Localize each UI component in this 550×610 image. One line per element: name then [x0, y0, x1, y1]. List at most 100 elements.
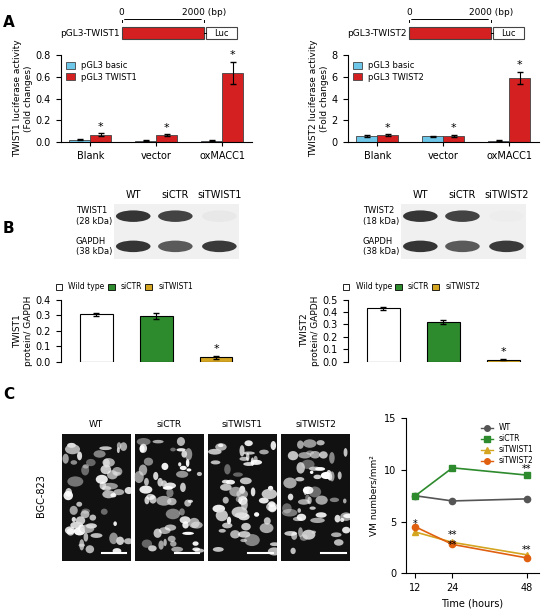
Bar [206, 27, 236, 40]
Ellipse shape [156, 496, 172, 506]
Ellipse shape [238, 513, 250, 520]
Text: *: * [230, 50, 235, 60]
Ellipse shape [314, 475, 321, 479]
Ellipse shape [202, 210, 236, 222]
Ellipse shape [86, 545, 94, 553]
Ellipse shape [288, 493, 293, 500]
Text: A: A [3, 15, 14, 30]
Ellipse shape [137, 438, 151, 445]
Ellipse shape [153, 472, 158, 480]
Ellipse shape [489, 240, 524, 252]
Ellipse shape [236, 490, 248, 499]
Ellipse shape [102, 483, 118, 489]
Ellipse shape [192, 541, 199, 546]
Text: Luc: Luc [214, 29, 229, 38]
Ellipse shape [334, 515, 340, 522]
Ellipse shape [233, 472, 243, 477]
Ellipse shape [243, 462, 255, 466]
Ellipse shape [113, 472, 120, 475]
Ellipse shape [340, 512, 352, 521]
Bar [356, 136, 377, 142]
WT [412, 492, 419, 500]
Y-axis label: TWIST2
protein/ GAPDH: TWIST2 protein/ GAPDH [300, 295, 320, 366]
Text: GAPDH
(38 kDa): GAPDH (38 kDa) [363, 237, 399, 256]
Text: WT: WT [125, 190, 141, 200]
Ellipse shape [305, 494, 310, 502]
Ellipse shape [171, 547, 183, 552]
Bar [90, 135, 112, 142]
Ellipse shape [310, 506, 316, 510]
Ellipse shape [77, 451, 82, 461]
Ellipse shape [194, 548, 204, 553]
siTWIST2 [412, 523, 419, 531]
Ellipse shape [111, 493, 117, 497]
Ellipse shape [168, 536, 175, 542]
Ellipse shape [120, 442, 127, 451]
Ellipse shape [176, 471, 188, 478]
Ellipse shape [260, 523, 273, 533]
Bar [443, 136, 464, 142]
Ellipse shape [239, 445, 245, 456]
Ellipse shape [116, 210, 151, 222]
Ellipse shape [91, 533, 102, 538]
Ellipse shape [298, 508, 301, 513]
Bar [427, 322, 460, 362]
Line: siCTR: siCTR [412, 465, 530, 499]
Ellipse shape [182, 450, 187, 458]
Ellipse shape [185, 448, 192, 461]
Ellipse shape [103, 459, 110, 468]
siTWIST2 [449, 540, 456, 548]
Ellipse shape [167, 498, 177, 505]
Ellipse shape [170, 541, 177, 547]
Ellipse shape [251, 487, 255, 497]
Ellipse shape [117, 442, 122, 450]
Ellipse shape [113, 489, 124, 495]
Ellipse shape [74, 527, 85, 536]
Ellipse shape [262, 489, 277, 499]
Ellipse shape [177, 448, 186, 451]
Ellipse shape [182, 532, 194, 535]
Text: TWIST2
(18 kDa): TWIST2 (18 kDa) [363, 206, 399, 226]
Line: siTWIST1: siTWIST1 [412, 529, 530, 558]
Ellipse shape [101, 509, 108, 515]
Y-axis label: TWIST1 luciferase activity
(Fold changes): TWIST1 luciferase activity (Fold changes… [13, 40, 32, 157]
Ellipse shape [343, 514, 353, 518]
Text: *: * [164, 123, 169, 132]
Ellipse shape [259, 498, 269, 503]
Ellipse shape [282, 503, 292, 514]
Ellipse shape [116, 537, 124, 545]
Ellipse shape [90, 515, 96, 520]
Ellipse shape [291, 532, 297, 540]
Text: *: * [385, 123, 390, 132]
Ellipse shape [319, 451, 328, 459]
Ellipse shape [81, 465, 89, 475]
Ellipse shape [240, 539, 247, 542]
Ellipse shape [268, 547, 280, 556]
Ellipse shape [310, 518, 325, 523]
Ellipse shape [125, 487, 133, 494]
Ellipse shape [239, 486, 245, 494]
Bar [493, 27, 524, 40]
Text: siTWIST2: siTWIST2 [295, 420, 336, 429]
Ellipse shape [297, 440, 304, 449]
Ellipse shape [283, 478, 296, 489]
Ellipse shape [251, 460, 262, 465]
siTWIST1 [449, 539, 456, 546]
Ellipse shape [166, 489, 173, 497]
Ellipse shape [164, 525, 176, 531]
Ellipse shape [153, 529, 162, 538]
Ellipse shape [134, 471, 144, 483]
Ellipse shape [340, 518, 344, 522]
Ellipse shape [180, 466, 187, 470]
Ellipse shape [67, 528, 74, 536]
Ellipse shape [342, 527, 350, 533]
Ellipse shape [162, 463, 168, 470]
Ellipse shape [298, 452, 311, 459]
Ellipse shape [145, 497, 150, 504]
Ellipse shape [224, 464, 230, 475]
Text: siCTR: siCTR [157, 420, 182, 429]
Ellipse shape [239, 515, 249, 520]
Ellipse shape [251, 458, 254, 466]
Ellipse shape [80, 511, 90, 518]
Text: 2000 (bp): 2000 (bp) [182, 8, 226, 16]
